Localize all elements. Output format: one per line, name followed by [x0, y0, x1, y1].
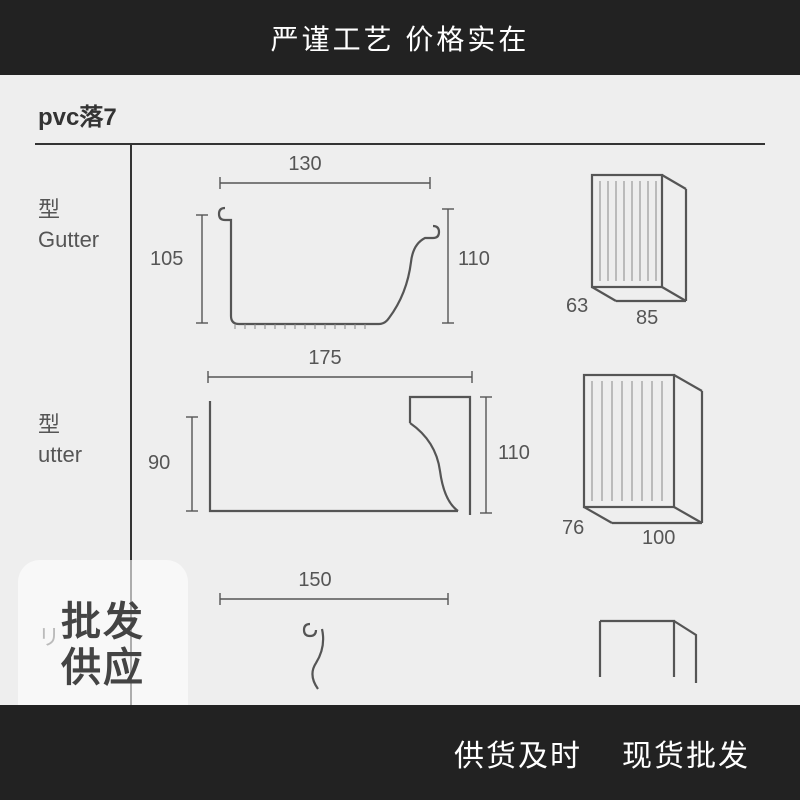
- footer-bar: 供货及时 现货批发: [0, 705, 800, 800]
- dim-85: 85: [636, 307, 658, 330]
- dim-105: 105: [150, 248, 183, 271]
- gutter-profile-3: [190, 589, 490, 705]
- rule-horizontal: [35, 143, 765, 145]
- gutter-profile-2: [180, 367, 510, 547]
- dim-76: 76: [562, 517, 584, 540]
- stamp-line2: 供应: [61, 646, 145, 690]
- row1-label-cn: 型: [38, 197, 60, 222]
- dim-110b: 110: [498, 442, 530, 465]
- tube2-svg: [560, 367, 730, 547]
- page-title: pvc落7: [38, 97, 117, 132]
- footer-item-2: 现货批发: [622, 731, 750, 775]
- row2-label-cn: 型: [38, 412, 60, 437]
- tube-2: 76 100: [560, 367, 730, 547]
- row2-label: 型 utter: [0, 410, 130, 469]
- top-banner: 严谨工艺 价格实在: [0, 0, 800, 75]
- gutter-profile-1: [190, 173, 490, 343]
- stamp-text: 批发 供应: [61, 599, 145, 691]
- dim-110a: 110: [458, 248, 490, 271]
- banner-text: 严谨工艺 价格实在: [271, 18, 530, 58]
- dim-63: 63: [566, 295, 588, 318]
- tube-3: [580, 615, 720, 695]
- tube-1: 63 85: [568, 167, 718, 327]
- row1-label: 型 Gutter: [0, 195, 130, 254]
- dim-100: 100: [642, 527, 675, 550]
- row2-label-en: utter: [38, 440, 130, 470]
- row1-label-en: Gutter: [38, 225, 130, 255]
- tube1-svg: [568, 167, 718, 327]
- footer-item-1: 供货及时: [454, 731, 582, 775]
- dim-90: 90: [148, 452, 170, 475]
- stamp-line1: 批发: [61, 600, 145, 644]
- tube3-svg: [580, 615, 720, 695]
